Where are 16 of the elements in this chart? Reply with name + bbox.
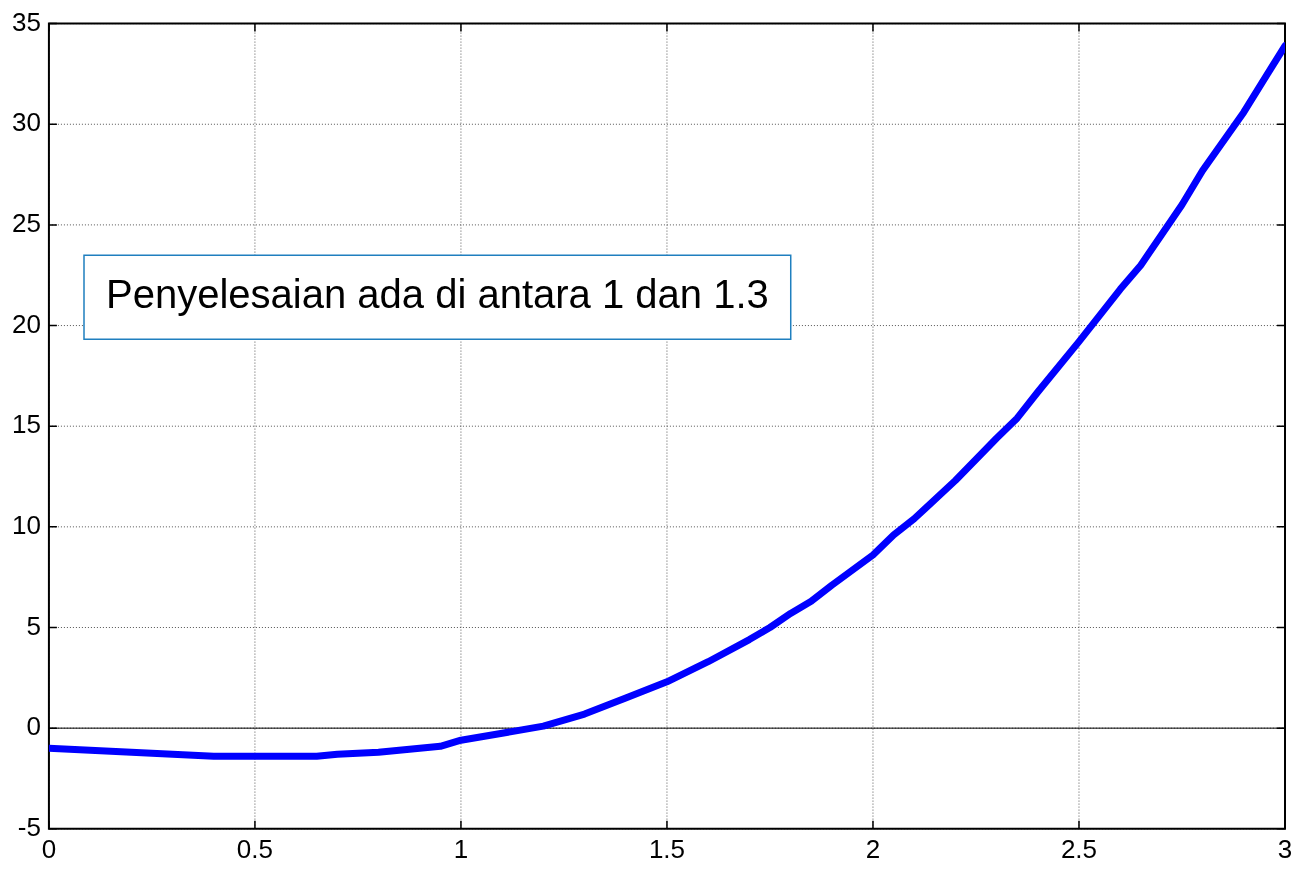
y-tick-label: 0 [26, 711, 41, 742]
y-tick-label: 10 [12, 510, 41, 541]
x-tick-label: 0.5 [236, 833, 274, 864]
y-tick-label: -5 [17, 811, 41, 842]
x-tick-label: 3 [1277, 833, 1293, 864]
y-tick-label: 35 [12, 6, 41, 37]
y-tick-label: 20 [12, 308, 41, 339]
x-tick-label: 1 [453, 833, 469, 864]
y-tick-label: 15 [12, 409, 41, 440]
y-tick-label: 5 [26, 610, 41, 641]
y-tick-label: 30 [12, 107, 41, 138]
x-tick-label: 2 [865, 833, 881, 864]
x-tick-label: 2.5 [1060, 833, 1098, 864]
x-tick-label: 1.5 [648, 833, 686, 864]
y-tick-label: 25 [12, 208, 41, 239]
annotation: Penyelesaian ada di antara 1 dan 1.3 [106, 272, 769, 317]
